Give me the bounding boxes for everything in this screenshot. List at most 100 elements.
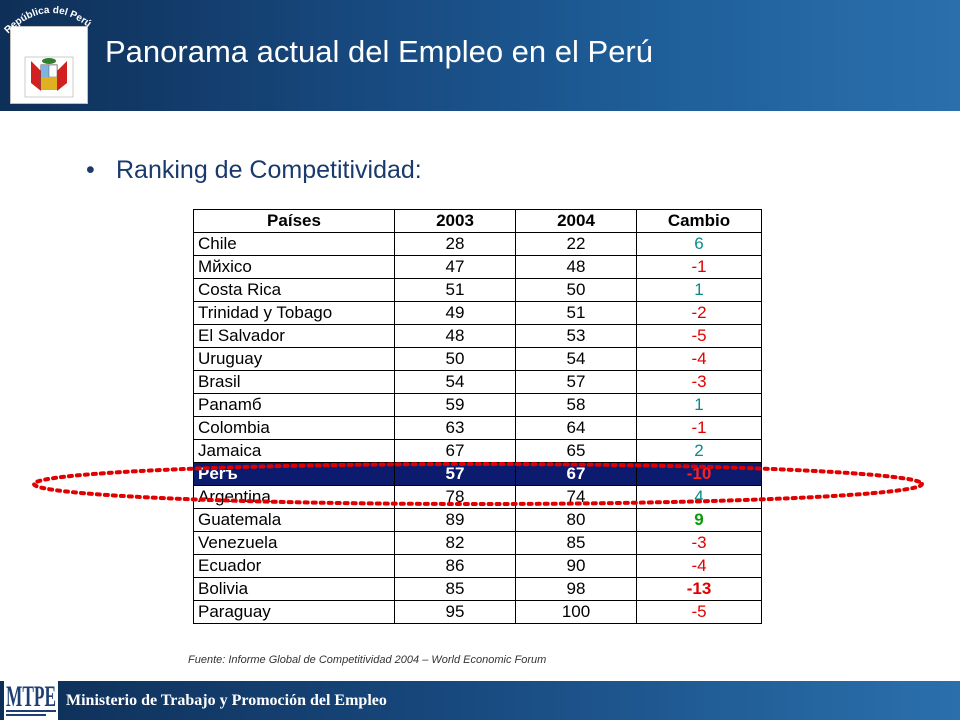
country-cell: Мйхico [193,255,395,279]
table-row: Chile 28 22 6 [193,232,762,256]
value-2003-cell: 67 [394,439,516,463]
country-cell: Chile [193,232,395,256]
country-cell: Bolivia [193,577,395,601]
change-cell: -4 [636,554,762,578]
table-row: Perъ 57 67 -10 [193,462,762,486]
value-2004-cell: 54 [515,347,637,371]
table-header-row: Países 2003 2004 Cambio [193,209,762,233]
value-2004-cell: 90 [515,554,637,578]
footer-ministry-name: Ministerio de Trabajo y Promoción del Em… [66,692,387,709]
value-2003-cell: 54 [394,370,516,394]
value-2004-cell: 85 [515,531,637,555]
value-2004-cell: 80 [515,508,637,532]
table-row: Colombia 63 64 -1 [193,416,762,440]
table-row: Bolivia 85 98 -13 [193,577,762,601]
table-row: Panamб 59 58 1 [193,393,762,417]
footer-bar [0,681,960,720]
header-paises: Países [193,209,395,233]
change-cell: -3 [636,531,762,555]
value-2004-cell: 100 [515,600,637,624]
country-cell: Brasil [193,370,395,394]
table-row: Costa Rica 51 50 1 [193,278,762,302]
bullet-item: • Ranking de Competitividad: [86,150,422,190]
value-2004-cell: 50 [515,278,637,302]
value-2003-cell: 57 [394,462,516,486]
value-2003-cell: 28 [394,232,516,256]
logo-arc-text: República del Perú [3,5,94,36]
country-cell: Trinidad y Tobago [193,301,395,325]
svg-text:MTPE: MTPE [6,680,56,713]
change-cell: -1 [636,416,762,440]
value-2004-cell: 53 [515,324,637,348]
table-body: Chile 28 22 6 Мйхico 47 48 -1 Costa Rica 51 50 1 Tri… [193,232,762,624]
value-2004-cell: 48 [515,255,637,279]
country-cell: El Salvador [193,324,395,348]
ministry-logo: MTPE [4,676,58,720]
table-row: Guatemala 89 80 9 [193,508,762,532]
change-cell: 6 [636,232,762,256]
peru-coat-of-arms-logo [10,26,88,104]
value-2004-cell: 74 [515,485,637,509]
header-cambio: Cambio [636,209,762,233]
country-cell: Paraguay [193,600,395,624]
change-cell: -5 [636,324,762,348]
country-cell: Costa Rica [193,278,395,302]
header-2003: 2003 [394,209,516,233]
value-2003-cell: 48 [394,324,516,348]
country-cell: Jamaica [193,439,395,463]
table-row: Paraguay 95 100 -5 [193,600,762,624]
value-2003-cell: 82 [394,531,516,555]
change-cell: 9 [636,508,762,532]
value-2003-cell: 78 [394,485,516,509]
country-cell: Ecuador [193,554,395,578]
change-cell: 1 [636,393,762,417]
country-cell: Colombia [193,416,395,440]
change-cell: -2 [636,301,762,325]
value-2003-cell: 63 [394,416,516,440]
change-cell: 4 [636,485,762,509]
value-2003-cell: 85 [394,577,516,601]
change-cell: -10 [636,462,762,486]
value-2004-cell: 58 [515,393,637,417]
country-cell: Argentina [193,485,395,509]
value-2003-cell: 51 [394,278,516,302]
svg-text:República del Perú: República del Perú [3,5,94,36]
bullet-dot: • [86,156,95,184]
value-2003-cell: 47 [394,255,516,279]
change-cell: 2 [636,439,762,463]
value-2004-cell: 51 [515,301,637,325]
change-cell: -4 [636,347,762,371]
change-cell: 1 [636,278,762,302]
header-2004: 2004 [515,209,637,233]
table-row: Ecuador 86 90 -4 [193,554,762,578]
value-2004-cell: 64 [515,416,637,440]
country-cell: Guatemala [193,508,395,532]
value-2003-cell: 59 [394,393,516,417]
change-cell: -3 [636,370,762,394]
country-cell: Venezuela [193,531,395,555]
table-row: Venezuela 82 85 -3 [193,531,762,555]
table-row: Jamaica 67 65 2 [193,439,762,463]
change-cell: -5 [636,600,762,624]
table-row: Trinidad y Tobago 49 51 -2 [193,301,762,325]
table-row: Argentina 78 74 4 [193,485,762,509]
source-note: Fuente: Informe Global de Competitividad… [188,654,547,666]
value-2004-cell: 57 [515,370,637,394]
table-row: El Salvador 48 53 -5 [193,324,762,348]
bullet-text: Ranking de Competitividad: [116,156,422,184]
change-cell: -13 [636,577,762,601]
table-row: Uruguay 50 54 -4 [193,347,762,371]
value-2004-cell: 98 [515,577,637,601]
value-2004-cell: 67 [515,462,637,486]
country-cell: Uruguay [193,347,395,371]
value-2003-cell: 86 [394,554,516,578]
page-title: Panorama actual del Empleo en el Perú [105,34,653,69]
competitiveness-ranking-table: Países 2003 2004 Cambio Chile 28 22 6 Мйхico… [193,209,762,624]
table-row: Brasil 54 57 -3 [193,370,762,394]
value-2003-cell: 50 [394,347,516,371]
header-bar [0,0,960,111]
country-cell: Perъ [193,462,395,486]
value-2003-cell: 49 [394,301,516,325]
value-2003-cell: 89 [394,508,516,532]
value-2004-cell: 22 [515,232,637,256]
